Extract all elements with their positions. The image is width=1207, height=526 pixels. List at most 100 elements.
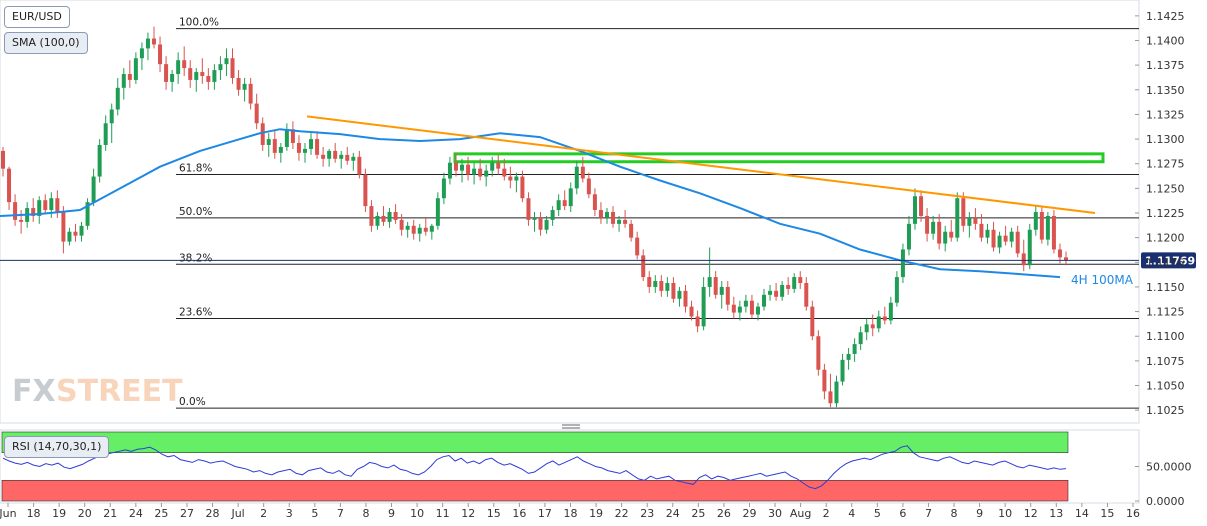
candle-body: [453, 162, 458, 171]
x-tick-label: 27: [180, 507, 194, 520]
candle-body: [985, 229, 990, 238]
candle-body: [49, 198, 54, 211]
candle-body: [97, 144, 102, 177]
candle: [526, 192, 531, 226]
y-tick-label: 1.1150: [1146, 281, 1185, 294]
sma-badge[interactable]: SMA (100,0): [4, 32, 88, 54]
x-tick-label: 4: [848, 507, 855, 520]
candle: [828, 373, 833, 408]
x-tick-label: 11: [436, 507, 450, 520]
candle: [888, 296, 893, 325]
candle-body: [484, 170, 489, 177]
candle-body: [955, 198, 960, 238]
candle: [882, 306, 887, 325]
candle-body: [43, 200, 48, 211]
candle-body: [689, 306, 694, 317]
candle-body: [1039, 212, 1044, 240]
candle-body: [375, 215, 380, 226]
candle-body: [13, 202, 18, 220]
candle: [677, 286, 682, 307]
candle-body: [937, 221, 942, 244]
candle-body: [393, 212, 398, 220]
candle-body: [556, 200, 561, 211]
y-tick-label: 1.1400: [1146, 35, 1185, 48]
candle: [1033, 206, 1038, 236]
candle-body: [810, 306, 815, 337]
candle-body: [683, 290, 688, 307]
candle-body: [611, 212, 616, 224]
candle: [224, 48, 229, 76]
candle-body: [1064, 257, 1068, 261]
fib-level-label: 0.0%: [179, 396, 206, 408]
candle: [1009, 227, 1014, 248]
x-tick-label: 12: [1024, 507, 1038, 520]
candle: [568, 182, 573, 213]
candle-body: [713, 277, 718, 295]
candle-body: [574, 166, 579, 189]
candle-body: [466, 164, 471, 175]
x-tick-label: 25: [154, 507, 168, 520]
candle: [182, 46, 187, 76]
candle-body: [31, 208, 36, 216]
candle: [357, 150, 362, 179]
candle: [520, 170, 525, 203]
rsi-overbought-zone: [1, 431, 1069, 454]
candle: [145, 32, 150, 61]
candle: [532, 212, 537, 232]
candle: [900, 243, 905, 283]
candle: [1051, 210, 1056, 254]
candle: [296, 135, 301, 161]
candle-body: [834, 381, 839, 404]
candle: [248, 77, 253, 110]
candle-body: [478, 168, 483, 177]
candle-body: [671, 282, 676, 299]
candle-body: [67, 231, 72, 242]
y-tick-label: 1.1100: [1146, 330, 1185, 343]
candle: [804, 277, 809, 311]
candle: [683, 284, 688, 313]
x-tick-label: 20: [78, 507, 92, 520]
candle: [61, 206, 66, 254]
candle-body: [405, 225, 410, 230]
candle-body: [79, 225, 84, 236]
candle: [79, 221, 84, 242]
candle: [109, 103, 114, 144]
rsi-tick-label: 0.0000: [1146, 495, 1185, 508]
y-tick-label: 1.1350: [1146, 84, 1185, 97]
candle: [315, 131, 320, 159]
y-tick-label: 1.1300: [1146, 133, 1185, 146]
candle: [399, 213, 404, 236]
instrument-badge[interactable]: EUR/USD: [4, 6, 70, 28]
panel-splitter-handle[interactable]: [562, 424, 580, 429]
candle: [701, 277, 706, 331]
candle: [574, 160, 579, 195]
candle: [695, 310, 700, 333]
x-tick-label: 25: [691, 507, 705, 520]
rsi-badge[interactable]: RSI (14,70,30,1): [4, 436, 110, 458]
x-tick-label: 6: [899, 507, 906, 520]
candle-body: [647, 277, 652, 287]
candle-body: [55, 198, 60, 213]
candle: [786, 277, 791, 295]
candle-body: [919, 196, 924, 216]
candle-body: [302, 148, 307, 153]
candle-body: [762, 294, 767, 307]
candle-body: [1051, 215, 1056, 250]
candle: [635, 231, 640, 260]
candle: [641, 249, 646, 282]
candle: [689, 300, 694, 321]
price-panel: [0, 0, 1140, 424]
x-tick-label: 13: [1049, 507, 1063, 520]
x-tick-label: Aug: [790, 507, 811, 520]
candle: [387, 208, 392, 228]
fib-level-label: 38.2%: [179, 252, 212, 264]
candle-body: [526, 198, 531, 220]
candle-body: [1015, 231, 1020, 254]
x-tick-label: 16: [512, 507, 526, 520]
candle-body: [798, 277, 803, 283]
candle-body: [236, 77, 241, 90]
candle: [979, 213, 984, 242]
y-tick-label: 1.1025: [1146, 404, 1185, 417]
candle-body: [894, 277, 899, 303]
price-axis: 1.1025 1.1050 1.1075 1.1100 1.1125 1.1150 1.11…: [1146, 10, 1185, 417]
